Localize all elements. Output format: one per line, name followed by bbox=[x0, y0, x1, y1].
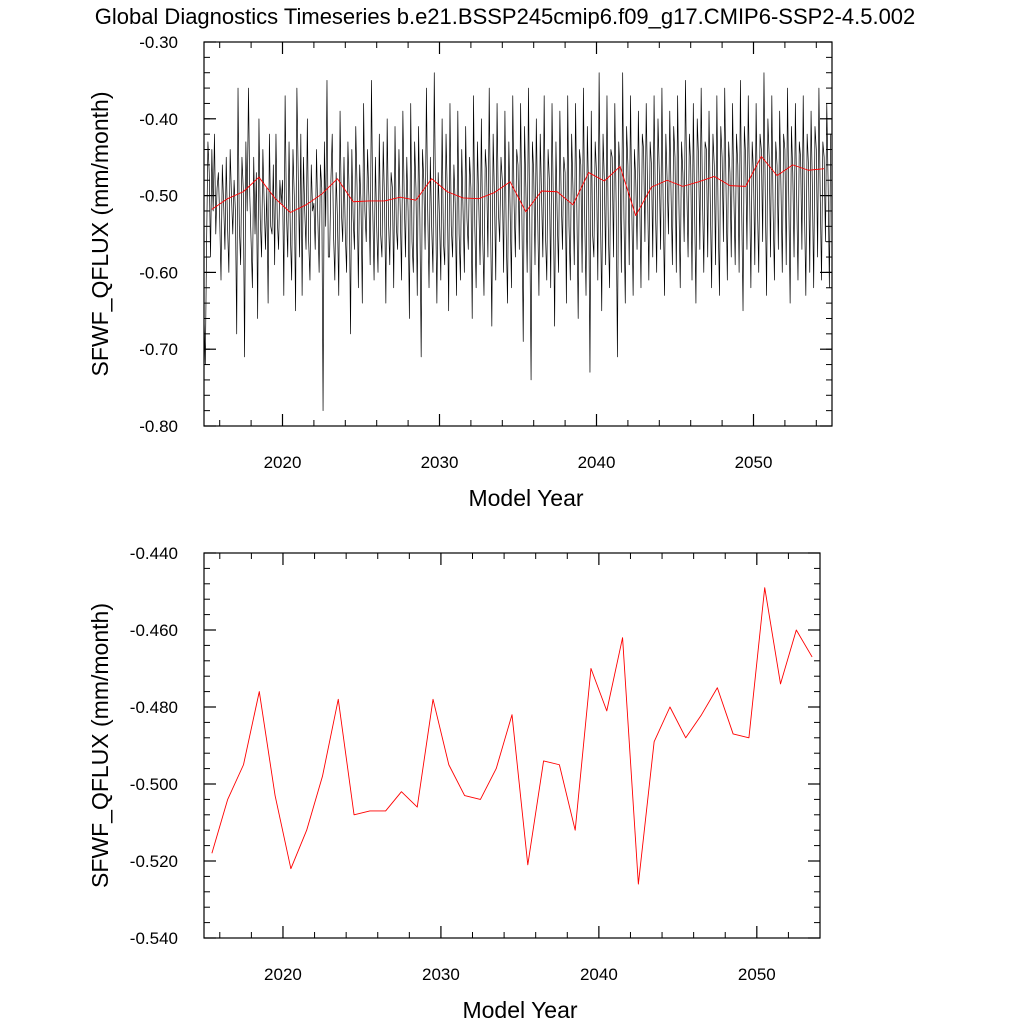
x-axis-title: Model Year bbox=[462, 997, 577, 1023]
x-tick-label: 2040 bbox=[580, 965, 618, 984]
y-axis-title: SFWF_QFLUX (mm/month) bbox=[87, 92, 113, 377]
x-tick-label: 2050 bbox=[738, 965, 776, 984]
plot-frame bbox=[203, 552, 821, 939]
y-tick-label: -0.480 bbox=[130, 698, 178, 717]
annual-mean-series-line bbox=[211, 155, 825, 217]
y-tick-label: -0.520 bbox=[130, 852, 178, 871]
annual-mean-series-line bbox=[211, 587, 813, 885]
x-axis-title: Model Year bbox=[468, 485, 583, 511]
y-tick-label: -0.500 bbox=[130, 775, 178, 794]
x-tick-label: 2020 bbox=[264, 453, 302, 472]
y-axis-title: SFWF_QFLUX (mm/month) bbox=[87, 603, 113, 888]
plot-frame bbox=[203, 41, 833, 427]
y-tick-label: -0.460 bbox=[130, 621, 178, 640]
y-tick-label: -0.40 bbox=[139, 110, 178, 129]
y-tick-label: -0.50 bbox=[139, 187, 178, 206]
y-tick-label: -0.30 bbox=[139, 33, 178, 52]
y-tick-label: -0.70 bbox=[139, 340, 178, 359]
y-tick-label: -0.440 bbox=[130, 544, 178, 563]
bottom-panel: 2020 2030 2040 2050 -0.540 -0.520 -0.500 -0.480… bbox=[87, 544, 821, 1023]
y-tick-label: -0.80 bbox=[139, 417, 178, 436]
x-tick-label: 2040 bbox=[578, 453, 616, 472]
x-tick-label: 2020 bbox=[264, 965, 302, 984]
x-tick-label: 2030 bbox=[422, 965, 460, 984]
monthly-series-line bbox=[204, 72, 832, 411]
x-tick-label: 2030 bbox=[421, 453, 459, 472]
figure-title: Global Diagnostics Timeseries b.e21.BSSP… bbox=[95, 4, 916, 29]
top-panel: 2020 2030 2040 2050 -0.80 -0.70 -0.60 -0.50 -0.4… bbox=[87, 33, 833, 511]
x-tick-label: 2050 bbox=[735, 453, 773, 472]
y-tick-label: -0.60 bbox=[139, 263, 178, 282]
y-tick-label: -0.540 bbox=[130, 929, 178, 948]
